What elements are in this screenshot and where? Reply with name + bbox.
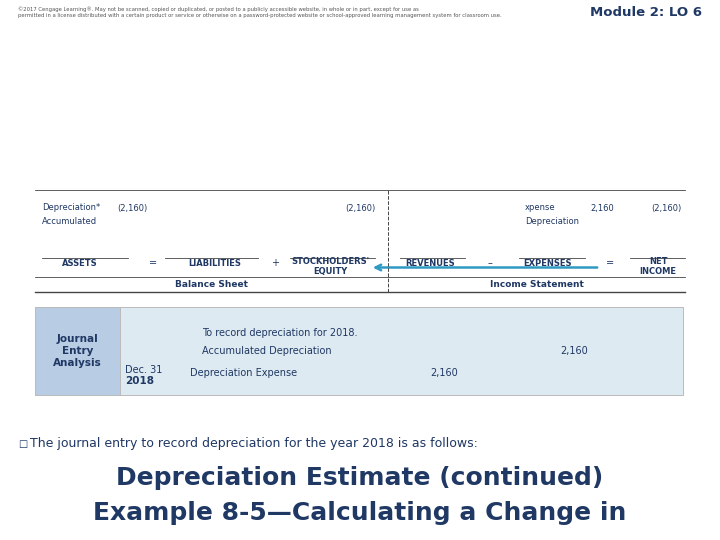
Text: □: □ — [18, 439, 27, 449]
Text: (2,160): (2,160) — [118, 204, 148, 213]
Text: Depreciation*: Depreciation* — [42, 204, 100, 213]
Bar — [35, 307, 120, 395]
Text: xpense: xpense — [525, 204, 556, 213]
Text: Dec. 31: Dec. 31 — [125, 365, 163, 375]
Text: Balance Sheet: Balance Sheet — [175, 280, 248, 289]
Text: (2,160): (2,160) — [652, 204, 682, 213]
Text: Depreciation Expense: Depreciation Expense — [190, 368, 297, 378]
Text: 2018: 2018 — [125, 376, 154, 386]
Text: STOCKHOLDERS'
EQUITY: STOCKHOLDERS' EQUITY — [291, 257, 369, 276]
Text: +: + — [271, 259, 279, 268]
Text: The journal entry to record depreciation for the year 2018 is as follows:: The journal entry to record depreciation… — [30, 437, 478, 450]
Text: Example 8-5—Calculating a Change in: Example 8-5—Calculating a Change in — [94, 501, 626, 525]
Text: Income Statement: Income Statement — [490, 280, 583, 289]
Text: =: = — [149, 259, 157, 268]
Text: Journal
Entry
Analysis: Journal Entry Analysis — [53, 334, 102, 368]
Text: ©2017 Cengage Learning®. May not be scanned, copied or duplicated, or posted to : ©2017 Cengage Learning®. May not be scan… — [18, 6, 502, 18]
Text: LIABILITIES: LIABILITIES — [189, 259, 241, 268]
Text: –: – — [487, 259, 492, 268]
Text: Module 2: LO 6: Module 2: LO 6 — [590, 5, 702, 18]
Text: (2,160): (2,160) — [345, 204, 375, 213]
Text: EXPENSES: EXPENSES — [523, 259, 572, 268]
FancyArrowPatch shape — [376, 265, 597, 271]
Text: 2,160: 2,160 — [560, 346, 588, 356]
Text: NET
INCOME: NET INCOME — [639, 257, 677, 276]
Text: To record depreciation for 2018.: To record depreciation for 2018. — [202, 328, 358, 338]
Text: =: = — [606, 259, 614, 268]
Text: Depreciation: Depreciation — [525, 218, 579, 226]
Text: ASSETS: ASSETS — [62, 259, 98, 268]
Text: 2,160: 2,160 — [430, 368, 458, 378]
Text: REVENUES: REVENUES — [405, 259, 455, 268]
Text: Depreciation Estimate (continued): Depreciation Estimate (continued) — [117, 466, 603, 490]
Text: 2,160: 2,160 — [590, 204, 613, 213]
Text: Accumulated Depreciation: Accumulated Depreciation — [202, 346, 332, 356]
Text: Accumulated: Accumulated — [42, 218, 97, 226]
Bar — [35, 307, 683, 395]
